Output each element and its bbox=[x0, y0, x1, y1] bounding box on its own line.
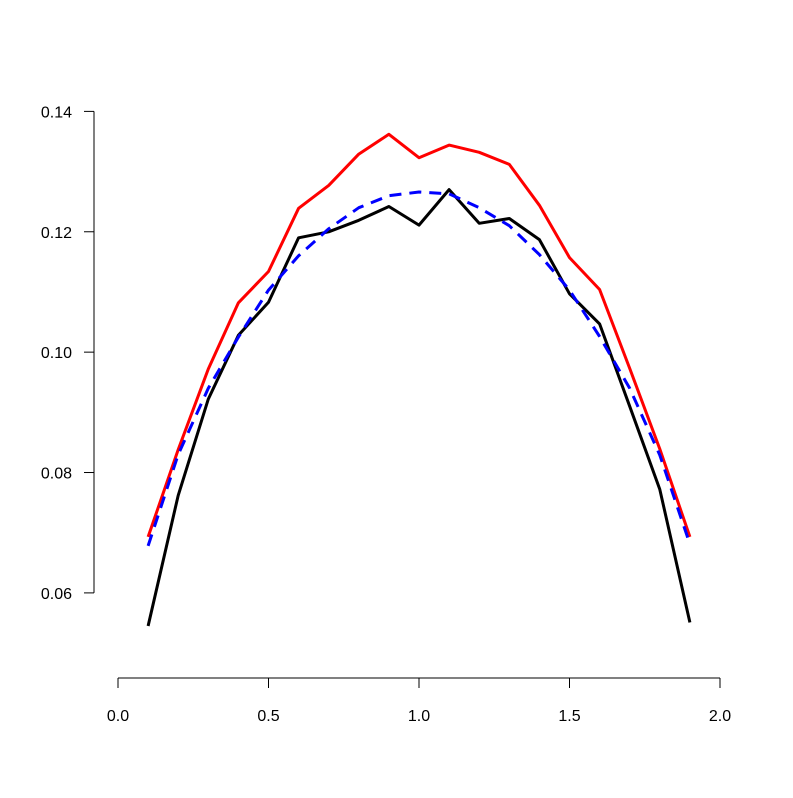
y-tick-label: 0.06 bbox=[41, 586, 72, 603]
x-tick-label: 1.5 bbox=[558, 708, 580, 725]
x-tick-label: 0.5 bbox=[257, 708, 279, 725]
y-tick-label: 0.12 bbox=[41, 225, 72, 242]
series-lines bbox=[146, 132, 692, 627]
y-tick-label: 0.14 bbox=[41, 104, 72, 121]
x-tick-label: 0.0 bbox=[107, 708, 129, 725]
series-line-1 bbox=[146, 132, 692, 538]
y-tick-label: 0.10 bbox=[41, 345, 72, 362]
x-tick-label: 1.0 bbox=[408, 708, 430, 725]
y-tick-label: 0.08 bbox=[41, 466, 72, 483]
x-tick-label: 2.0 bbox=[709, 708, 731, 725]
series-line-3 bbox=[146, 190, 692, 547]
axes: 0.0 0.5 1.0 1.5 2.0 0.06 0.08 0.10 0.12 0.14 bbox=[41, 104, 731, 725]
